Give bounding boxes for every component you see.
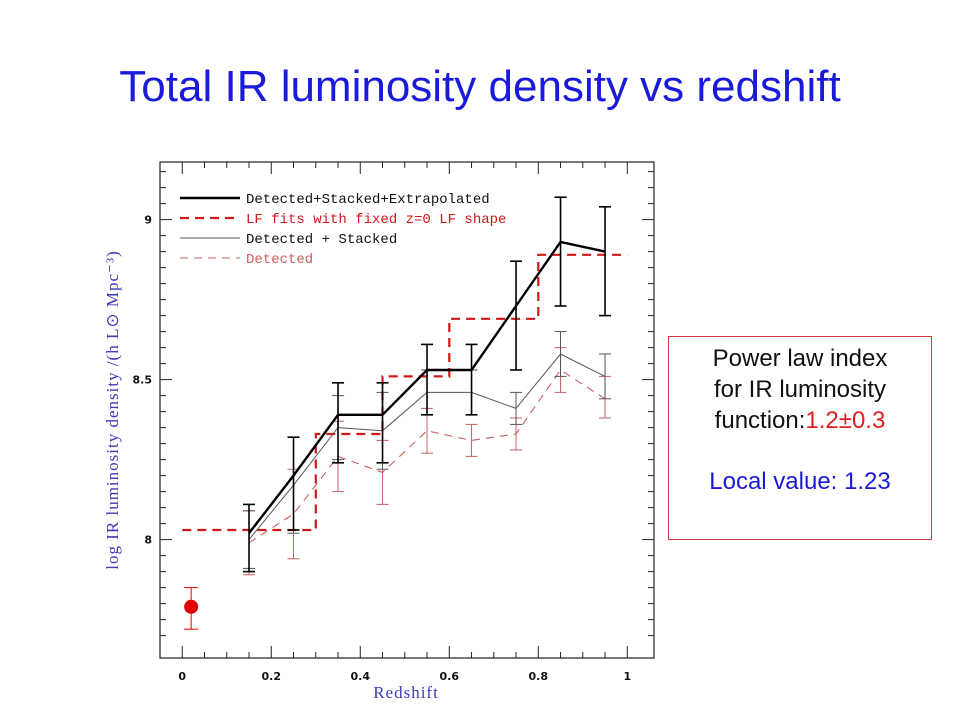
note-line-1: Power law index [712, 345, 888, 372]
x-tick-labels: 0 0.2 0.4 0.6 0.8 1 [178, 670, 631, 683]
x-tick-label: 0.4 [351, 670, 371, 683]
note-line-3-prefix: function: [714, 407, 806, 434]
legend: Detected+Stacked+Extrapolated LF fits wit… [180, 192, 506, 268]
x-tick-label: 1 [623, 670, 631, 683]
x-tick-label: 0.6 [440, 670, 460, 683]
legend-label: LF fits with fixed z=0 LF shape [246, 212, 506, 228]
axis-ticks [160, 162, 654, 658]
local-point-marker [184, 599, 199, 614]
legend-label: Detected [246, 252, 313, 268]
y-tick-label: 9 [144, 214, 152, 227]
power-law-note: Power law index for IR luminosity functi… [668, 336, 932, 540]
x-tick-label: 0.2 [262, 670, 282, 683]
note-line-2: for IR luminosity [713, 376, 887, 403]
legend-label: Detected + Stacked [246, 232, 397, 248]
y-tick-label: 8.5 [133, 374, 153, 387]
y-axis-label: log IR luminosity density /(h L⊙ Mpc⁻³) [103, 250, 122, 569]
plot-frame [159, 161, 655, 659]
series-group [182, 196, 628, 630]
series-line [182, 253, 628, 532]
y-tick-label: 8 [144, 534, 152, 547]
x-tick-label: 0.8 [529, 670, 549, 683]
y-tick-labels: 88.59 [133, 214, 153, 547]
slide-title: Total IR luminosity density vs redshift [119, 62, 841, 111]
series-line [248, 369, 606, 544]
power-law-index-value: 1.2±0.3 [805, 407, 886, 434]
x-axis-label: Redshift [373, 683, 439, 702]
local-value: Local value: 1.23 [709, 468, 891, 495]
x-tick-label: 0 [178, 670, 186, 683]
legend-label: Detected+Stacked+Extrapolated [246, 192, 490, 208]
